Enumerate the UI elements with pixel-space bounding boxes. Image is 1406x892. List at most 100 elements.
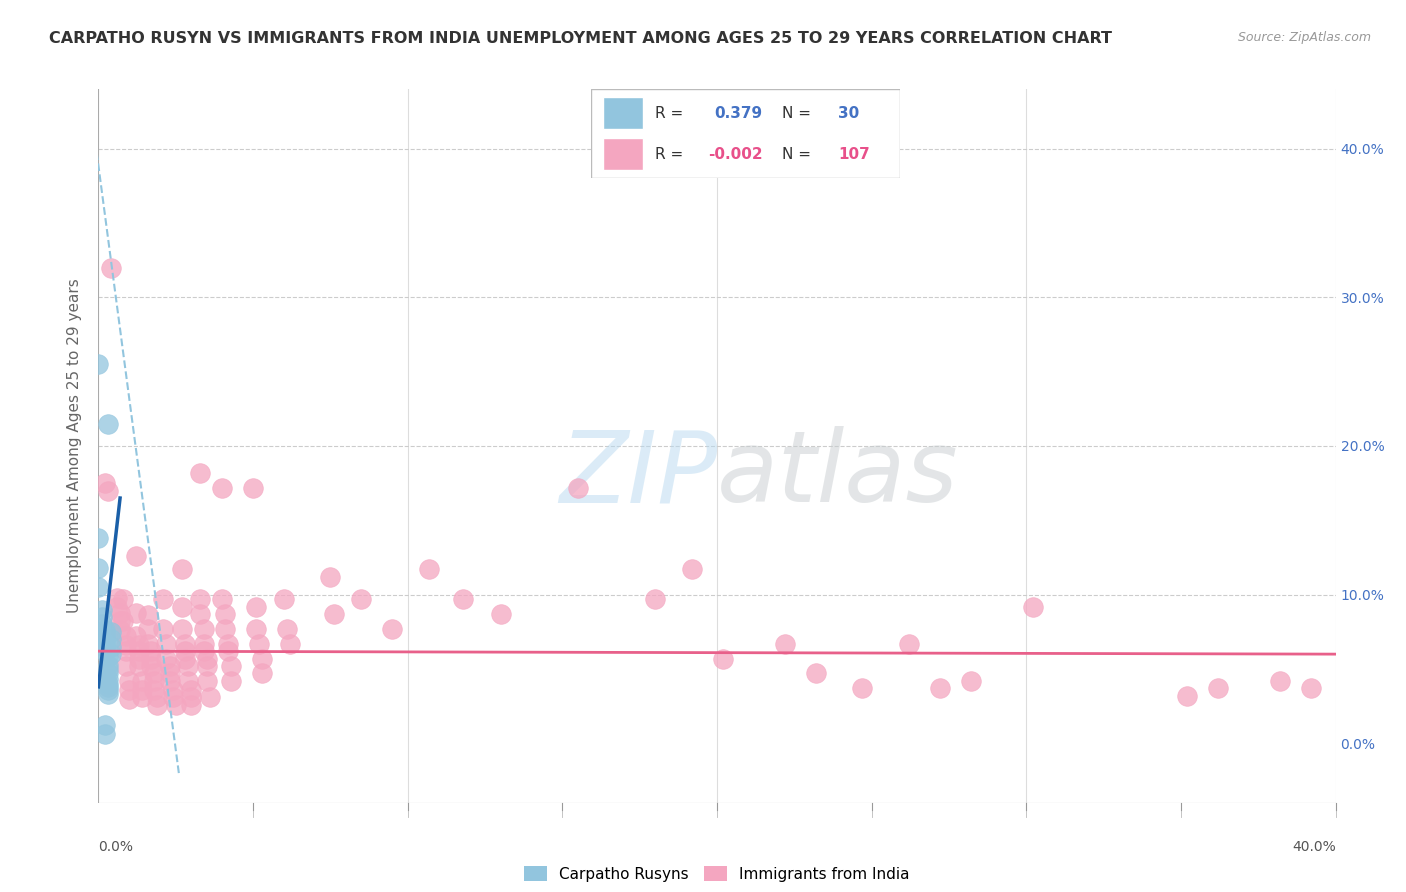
Point (1268, 673, 1291, 688)
Point (319, 570, 342, 584)
Point (174, 637, 197, 651)
Point (180, 690, 202, 705)
Point (90, 602, 112, 616)
Point (97, 677, 120, 691)
Point (93, 644, 115, 658)
Point (93, 629, 115, 643)
Point (453, 592, 475, 607)
Point (128, 644, 150, 658)
Point (128, 651, 150, 665)
Point (193, 644, 215, 658)
Point (193, 622, 215, 636)
Point (159, 666, 181, 681)
Point (350, 592, 373, 607)
Point (108, 624, 131, 638)
Point (124, 549, 146, 563)
Point (644, 592, 666, 607)
Point (97, 662, 120, 676)
Point (155, 651, 177, 665)
Point (131, 673, 153, 688)
Point (152, 622, 174, 636)
Point (273, 592, 295, 607)
Bar (603, 138, 643, 170)
Point (105, 599, 128, 614)
Point (322, 607, 344, 621)
Point (115, 629, 138, 643)
Text: N =: N = (782, 106, 811, 120)
Point (245, 599, 267, 614)
Point (93, 727, 115, 741)
Point (221, 659, 243, 673)
Point (97, 417, 120, 431)
Point (97, 483, 120, 498)
Point (139, 659, 162, 673)
Point (112, 615, 135, 629)
Text: CARPATHO RUSYN VS IMMIGRANTS FROM INDIA UNEMPLOYMENT AMONG AGES 25 TO 29 YEARS C: CARPATHO RUSYN VS IMMIGRANTS FROM INDIA … (49, 31, 1112, 46)
Text: -0.002: -0.002 (709, 147, 762, 161)
Point (118, 682, 141, 697)
Point (108, 615, 131, 629)
Point (87, 357, 110, 371)
Point (131, 682, 153, 697)
Point (97, 657, 120, 672)
Point (897, 637, 920, 651)
Text: 40.0%: 40.0% (1292, 840, 1336, 854)
Point (97, 682, 120, 697)
Point (143, 682, 166, 697)
Point (136, 622, 159, 636)
Point (252, 666, 274, 681)
Point (97, 650, 120, 665)
Point (247, 637, 270, 651)
Point (87, 531, 110, 545)
Point (100, 640, 122, 654)
Point (100, 260, 122, 275)
Point (93, 626, 115, 640)
Bar (603, 97, 643, 129)
Point (242, 481, 264, 495)
Point (180, 698, 202, 712)
Text: 0.379: 0.379 (714, 106, 762, 120)
Point (105, 591, 128, 605)
Point (190, 607, 212, 621)
Text: Source: ZipAtlas.com: Source: ZipAtlas.com (1237, 31, 1371, 45)
Point (93, 640, 115, 654)
Point (93, 718, 115, 732)
Point (681, 562, 703, 576)
Legend: Carpatho Rusyns, Immigrants from India: Carpatho Rusyns, Immigrants from India (517, 860, 917, 888)
Point (115, 638, 138, 652)
Point (108, 606, 131, 620)
Point (159, 659, 181, 673)
Point (124, 606, 146, 620)
Y-axis label: Unemployment Among Ages 25 to 29 years: Unemployment Among Ages 25 to 29 years (67, 278, 83, 614)
Point (381, 622, 404, 636)
Point (567, 481, 589, 495)
Point (146, 698, 169, 712)
Point (177, 673, 200, 688)
Point (195, 651, 218, 665)
Point (804, 666, 827, 681)
Point (97, 687, 120, 701)
Point (928, 681, 950, 696)
Point (93, 632, 115, 647)
Point (195, 659, 218, 673)
Text: 30: 30 (838, 106, 859, 120)
Text: N =: N = (782, 147, 811, 161)
Text: R =: R = (655, 106, 683, 120)
Point (136, 608, 159, 623)
Point (87, 561, 110, 575)
Point (1021, 599, 1043, 614)
Point (198, 690, 221, 705)
Point (851, 681, 873, 696)
Text: atlas: atlas (717, 426, 959, 523)
Point (1175, 689, 1198, 703)
Point (90, 610, 112, 624)
Point (97, 673, 120, 687)
Point (93, 476, 115, 491)
Point (221, 673, 243, 688)
Point (170, 622, 193, 636)
Point (131, 690, 153, 705)
Point (170, 562, 193, 576)
Text: 0.0%: 0.0% (98, 840, 134, 854)
Point (170, 599, 193, 614)
Point (165, 698, 187, 712)
